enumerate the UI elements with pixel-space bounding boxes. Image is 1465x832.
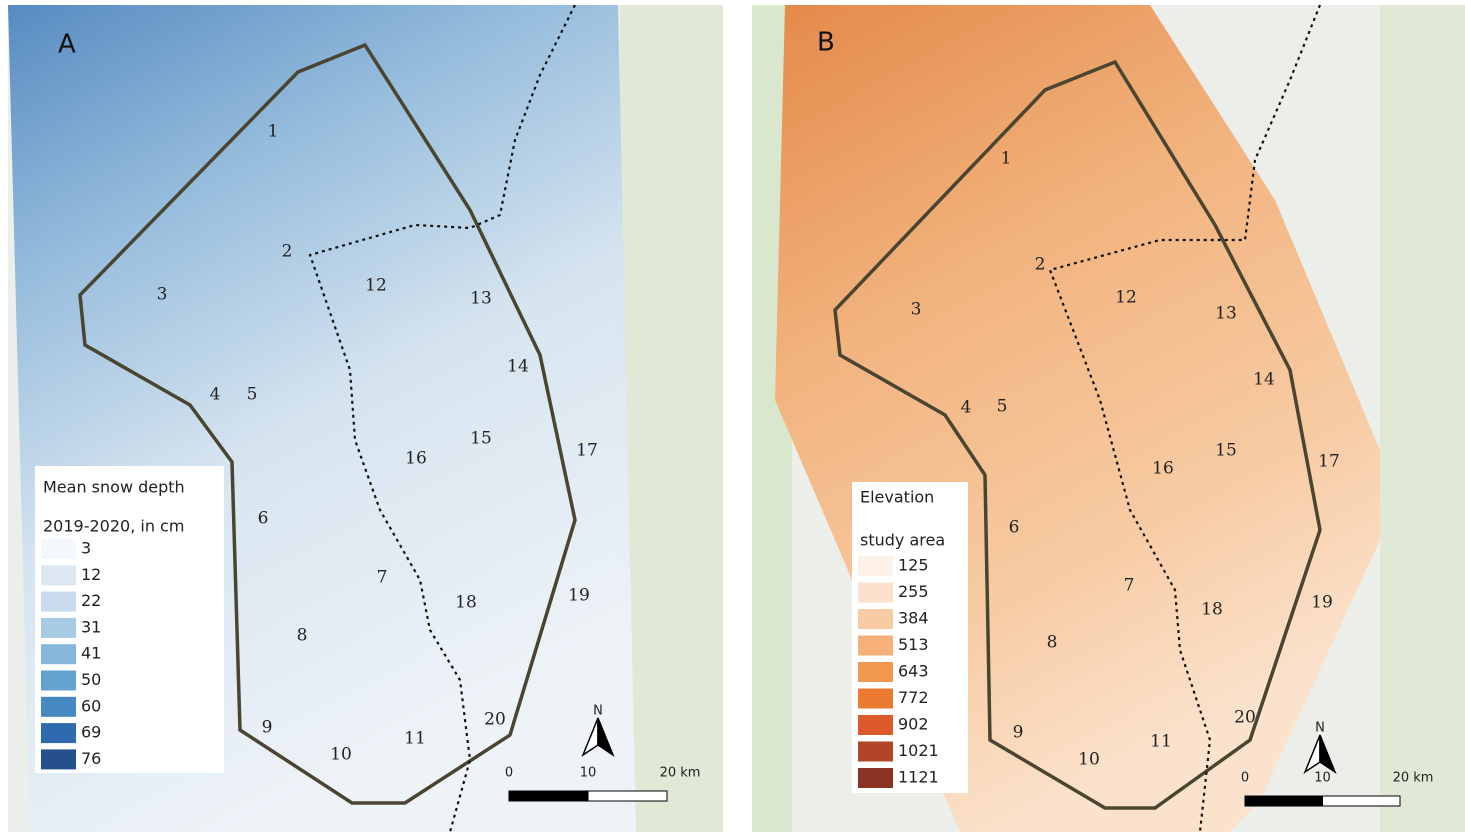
site-label: 12 xyxy=(1115,288,1137,308)
site-label: 16 xyxy=(405,449,427,469)
legend-value: 76 xyxy=(81,749,101,768)
legend-swatch xyxy=(41,592,76,612)
legend-value: 22 xyxy=(81,591,101,610)
legend-value: 12 xyxy=(81,565,101,584)
site-label: 1 xyxy=(1001,149,1012,169)
north-label: N xyxy=(593,704,603,719)
legend-title: Elevation xyxy=(860,488,934,507)
site-label: 19 xyxy=(568,586,590,606)
site-label: 13 xyxy=(1215,304,1237,324)
legend-swatch xyxy=(41,749,76,769)
site-label: 10 xyxy=(1078,750,1100,770)
scale-label: 0 xyxy=(505,766,513,781)
site-label: 13 xyxy=(470,289,492,309)
scale-label: 20 km xyxy=(660,766,701,781)
site-label: 9 xyxy=(262,718,273,738)
legend-swatch xyxy=(858,609,893,629)
forest xyxy=(1380,5,1465,832)
site-label: 4 xyxy=(210,385,221,405)
legend-value: 902 xyxy=(898,715,929,734)
site-label: 6 xyxy=(1009,518,1020,538)
site-label: 9 xyxy=(1013,723,1024,743)
gap xyxy=(723,0,752,832)
legend-value: 69 xyxy=(81,723,101,742)
legend-value: 31 xyxy=(81,617,101,636)
site-label: 10 xyxy=(330,745,352,765)
legend-value: 41 xyxy=(81,644,101,663)
legend-swatch xyxy=(41,671,76,691)
site-label: 20 xyxy=(484,710,506,730)
legend-swatch xyxy=(858,556,893,576)
site-label: 14 xyxy=(1253,370,1275,390)
site-label: 19 xyxy=(1311,593,1333,613)
site-label: 2 xyxy=(282,242,293,262)
site-label: 12 xyxy=(365,276,387,296)
site-label: 4 xyxy=(961,398,972,418)
legend-value: 125 xyxy=(898,556,929,575)
legend-value: 60 xyxy=(81,696,101,715)
legend-swatch xyxy=(858,715,893,735)
scale-bar-white xyxy=(588,791,667,801)
scale-bar-white xyxy=(1323,796,1401,806)
legend-swatch xyxy=(858,768,893,788)
legend-value: 1121 xyxy=(898,768,939,787)
scale-bar-black xyxy=(509,791,588,801)
legend-swatch xyxy=(858,636,893,656)
site-label: 1 xyxy=(268,122,279,142)
scale-label: 10 xyxy=(580,766,597,781)
legend-swatch xyxy=(858,583,893,603)
site-label: 5 xyxy=(997,397,1008,417)
legend-value: 513 xyxy=(898,635,929,654)
legend-title: Mean snow depth xyxy=(43,478,185,497)
site-label: 5 xyxy=(247,385,258,405)
site-label: 6 xyxy=(258,509,269,529)
legend-value: 772 xyxy=(898,688,929,707)
legend-value: 3 xyxy=(81,539,91,558)
legend-subtitle: 2019-2020, in cm xyxy=(43,517,184,536)
legend-value: 384 xyxy=(898,609,929,628)
site-label: 3 xyxy=(911,300,922,320)
site-label: 11 xyxy=(1150,732,1172,752)
site-label: 18 xyxy=(1201,600,1223,620)
site-label: 17 xyxy=(576,441,598,461)
scale-label: 20 km xyxy=(1393,771,1434,786)
legend-swatch xyxy=(41,565,76,585)
site-label: 2 xyxy=(1035,255,1046,275)
legend-value: 255 xyxy=(898,582,929,601)
panel-label: B xyxy=(817,28,835,58)
site-label: 11 xyxy=(404,729,426,749)
site-label: 8 xyxy=(297,626,308,646)
site-label: 18 xyxy=(455,593,477,613)
scale-bar-black xyxy=(1245,796,1323,806)
legend-swatch xyxy=(858,689,893,709)
legend-value: 1021 xyxy=(898,741,939,760)
legend-subtitle: study area xyxy=(860,531,945,550)
scale-label: 0 xyxy=(1241,771,1249,786)
legend-swatch xyxy=(41,723,76,743)
legend-swatch xyxy=(858,662,893,682)
legend-value: 643 xyxy=(898,662,929,681)
legend-swatch xyxy=(41,539,76,559)
site-label: 7 xyxy=(377,568,388,588)
site-label: 3 xyxy=(157,285,168,305)
north-label: N xyxy=(1315,721,1325,736)
legend-value: 50 xyxy=(81,670,101,689)
legend-swatch xyxy=(858,742,893,762)
site-label: 16 xyxy=(1152,459,1174,479)
site-label: 7 xyxy=(1124,576,1135,596)
site-label: 15 xyxy=(470,429,492,449)
site-label: 14 xyxy=(507,357,529,377)
site-label: 8 xyxy=(1047,633,1058,653)
figure: A1234567891011121314151617181920Mean sno… xyxy=(0,0,1465,832)
legend-swatch xyxy=(41,697,76,717)
site-label: 15 xyxy=(1215,441,1237,461)
legend-swatch xyxy=(41,618,76,638)
site-label: 20 xyxy=(1234,708,1256,728)
panel-label: A xyxy=(58,30,76,60)
site-label: 17 xyxy=(1318,452,1340,472)
legend-swatch xyxy=(41,644,76,664)
forest xyxy=(620,5,723,832)
scale-label: 10 xyxy=(1314,771,1331,786)
